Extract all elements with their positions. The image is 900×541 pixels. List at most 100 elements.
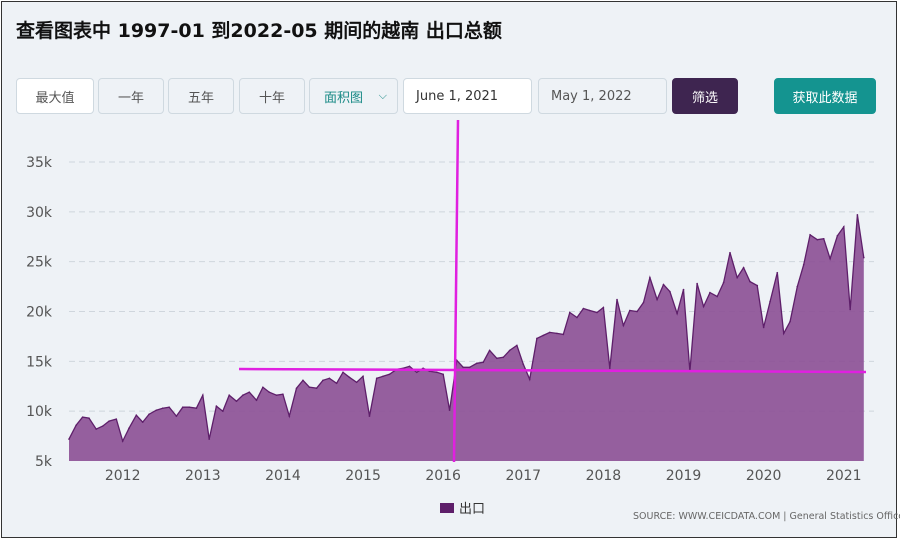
data-point: [255, 399, 258, 402]
data-point: [556, 332, 558, 335]
chart-type-value: 面积图: [324, 90, 364, 106]
data-point: [121, 440, 124, 442]
data-point: [596, 311, 598, 314]
data-point: [128, 427, 130, 429]
data-point: [75, 424, 78, 426]
legend-label: 出口: [459, 502, 486, 517]
data-point: [502, 356, 505, 359]
y-tick-label: 20k: [26, 305, 53, 321]
data-point: [776, 271, 779, 274]
data-point: [222, 410, 224, 412]
annotation-vertical-line: [452, 119, 460, 463]
start-date-input[interactable]: June 1, 2021: [403, 78, 532, 114]
data-point: [175, 415, 178, 417]
filter-button[interactable]: 筛选: [672, 78, 738, 114]
data-point: [809, 233, 811, 236]
data-point: [736, 276, 739, 279]
range-max-button[interactable]: 最大值: [16, 78, 94, 114]
data-point: [435, 371, 438, 374]
data-point: [382, 375, 384, 378]
x-tick-label: 2012: [105, 468, 141, 484]
source-credit: SOURCE: WWW.CEICDATA.COM | General Stati…: [633, 511, 900, 522]
legend-swatch: [440, 502, 454, 513]
data-point: [408, 365, 411, 368]
data-point: [802, 263, 805, 266]
range-10y-button[interactable]: 十年: [239, 78, 305, 114]
data-point: [335, 382, 338, 385]
data-point: [782, 332, 785, 335]
data-point: [842, 225, 845, 228]
range-5y-button[interactable]: 五年: [168, 78, 234, 114]
data-point: [796, 285, 799, 288]
data-point: [516, 344, 518, 347]
y-tick-label: 30k: [26, 205, 53, 221]
data-point: [576, 316, 578, 319]
data-point: [442, 373, 444, 376]
data-point: [756, 284, 759, 287]
data-point: [342, 371, 344, 374]
data-point: [729, 251, 731, 254]
data-point: [862, 256, 865, 259]
data-point: [195, 407, 198, 409]
data-point: [215, 405, 218, 407]
data-point: [295, 387, 298, 390]
data-point: [228, 394, 231, 397]
y-tick-label: 10k: [26, 404, 53, 420]
range-1y-button[interactable]: 一年: [98, 78, 164, 114]
data-point: [762, 326, 765, 329]
data-point: [656, 298, 658, 301]
end-date-input[interactable]: May 1, 2022: [538, 78, 667, 114]
data-point: [468, 366, 471, 369]
data-point: [609, 367, 611, 370]
data-point: [742, 266, 745, 269]
data-point: [496, 357, 498, 360]
data-point: [528, 378, 531, 381]
x-tick-label: 2018: [586, 468, 622, 484]
data-point: [375, 377, 378, 380]
x-axis: 2012 2013 2014 2015 2016 2017 2018 2019 2020 2021: [105, 468, 862, 484]
data-point: [849, 308, 851, 311]
data-point: [669, 290, 671, 293]
data-point: [749, 280, 751, 283]
data-point: [536, 337, 538, 340]
series-area: [69, 214, 864, 461]
data-point: [562, 333, 565, 336]
chart-type-select[interactable]: 面积图 ⌵: [309, 78, 398, 114]
data-point: [88, 417, 90, 419]
data-point: [488, 349, 491, 352]
series-line: [68, 214, 865, 443]
data-point: [629, 309, 631, 312]
data-point: [108, 420, 110, 422]
data-point: [348, 376, 351, 379]
data-point: [355, 381, 358, 384]
data-point: [101, 425, 104, 427]
data-point: [642, 301, 645, 304]
data-point: [682, 288, 685, 291]
y-tick-label: 15k: [26, 354, 53, 370]
data-point: [155, 409, 158, 411]
data-point: [368, 415, 371, 417]
y-tick-label: 35k: [26, 155, 53, 171]
legend[interactable]: 出口: [440, 498, 485, 517]
data-point: [722, 281, 725, 284]
chevron-down-icon: ⌵: [378, 89, 387, 102]
data-point: [582, 307, 585, 310]
data-point: [362, 375, 364, 378]
get-data-button[interactable]: 获取此数据: [774, 78, 876, 114]
data-point: [662, 283, 665, 286]
data-point: [769, 300, 771, 303]
data-point: [141, 421, 144, 423]
data-point: [168, 406, 170, 408]
y-tick-label: 5k: [35, 454, 53, 470]
data-point: [268, 391, 271, 394]
data-point: [208, 438, 211, 440]
data-point: [308, 386, 311, 389]
data-point: [522, 363, 525, 366]
data-point: [462, 366, 464, 369]
y-tick-label: 25k: [26, 255, 53, 271]
data-point: [622, 324, 625, 327]
data-point: [616, 298, 618, 301]
data-point: [836, 234, 839, 237]
